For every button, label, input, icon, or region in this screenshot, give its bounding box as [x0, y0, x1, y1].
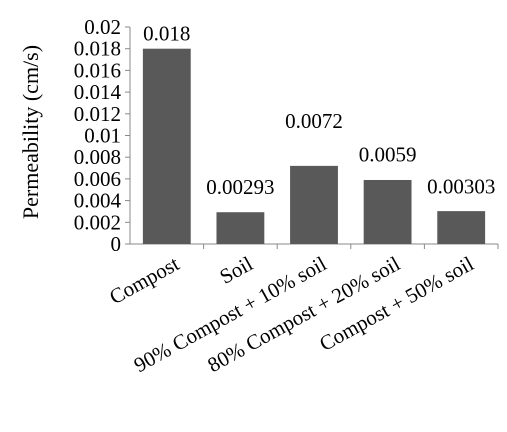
y-tick-label: 0.004 [74, 189, 122, 213]
data-label: 0.018 [143, 22, 190, 46]
bars [142, 48, 486, 245]
y-tick-label: 0.006 [74, 167, 121, 191]
y-tick-label: 0.01 [84, 124, 121, 148]
bar [290, 165, 338, 244]
y-tick-label: 0.012 [74, 102, 121, 126]
y-axis-title: Permeability (cm/s) [18, 45, 43, 219]
data-label: 0.0059 [359, 143, 417, 167]
data-label: 0.00303 [427, 175, 495, 199]
category-label: Compost [105, 251, 183, 309]
y-tick-label: 0.016 [74, 58, 121, 82]
y-tick-label: 0.018 [74, 37, 121, 61]
y-tick-label: 0.014 [74, 80, 122, 104]
bar [363, 179, 412, 244]
y-tick-label: 0.002 [74, 210, 121, 234]
data-label: 0.00293 [206, 175, 274, 199]
y-tick-label: 0.008 [74, 145, 121, 169]
category-label: Soil [216, 251, 257, 288]
y-tick-label: 0.02 [84, 15, 121, 39]
bar [216, 212, 265, 244]
data-label: 0.0072 [285, 109, 343, 133]
y-tick-label: 0 [111, 232, 122, 256]
bar [437, 211, 486, 244]
y-axis-ticks: 00.0020.0040.0060.0080.010.0120.0140.016… [74, 15, 130, 256]
bar [142, 48, 191, 245]
data-labels: 0.018 0.00293 0.0072 0.0059 0.00303 [143, 22, 495, 199]
